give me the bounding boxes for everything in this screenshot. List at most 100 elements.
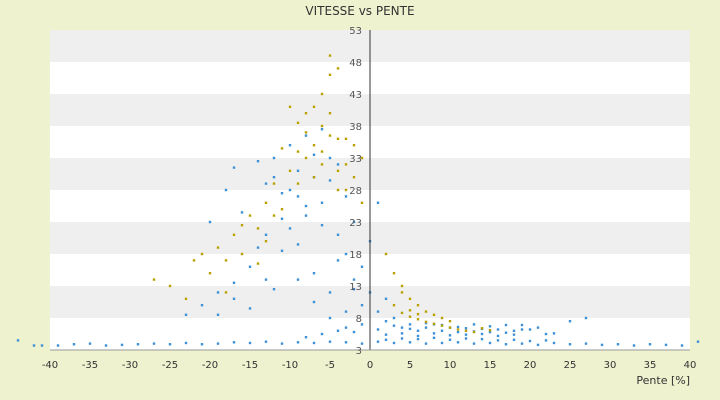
x-tick-label: -20 — [202, 360, 218, 371]
data-point — [304, 131, 308, 134]
data-point — [400, 332, 404, 335]
data-point — [272, 176, 276, 179]
data-point — [664, 343, 668, 347]
data-point — [520, 328, 524, 331]
data-point — [616, 343, 620, 346]
data-point — [272, 214, 276, 217]
data-point — [496, 334, 500, 338]
data-point — [552, 341, 556, 345]
data-point — [256, 160, 260, 163]
y-tick-label: 18 — [349, 250, 362, 261]
data-point — [16, 339, 20, 342]
data-point — [248, 307, 252, 310]
data-point — [456, 325, 460, 329]
data-point — [272, 288, 276, 291]
data-point — [224, 259, 228, 262]
data-point — [544, 332, 548, 336]
data-point — [280, 342, 284, 345]
data-point — [296, 169, 300, 172]
data-point — [512, 333, 516, 336]
data-point — [256, 246, 260, 249]
data-point — [416, 337, 420, 341]
data-point — [432, 313, 436, 316]
data-point — [224, 291, 228, 294]
data-point — [504, 331, 508, 334]
data-point — [600, 343, 604, 347]
data-point — [320, 201, 324, 204]
data-point — [376, 328, 380, 331]
data-point — [328, 73, 332, 76]
data-point — [360, 201, 364, 204]
x-tick-label: 0 — [367, 360, 373, 371]
data-point — [240, 224, 244, 227]
data-point — [136, 343, 140, 346]
data-point — [584, 316, 588, 320]
data-point — [264, 201, 268, 204]
data-point — [464, 333, 468, 336]
data-point — [648, 343, 652, 346]
data-point — [352, 176, 356, 179]
data-point — [264, 233, 268, 236]
x-tick-label: -30 — [122, 360, 138, 371]
data-point — [296, 150, 300, 153]
data-point — [296, 195, 300, 198]
data-point — [288, 105, 292, 108]
data-point — [360, 265, 364, 268]
data-point — [336, 188, 340, 192]
data-point — [120, 343, 124, 347]
data-point — [416, 318, 420, 321]
data-point — [280, 147, 284, 150]
x-tick-label: 40 — [684, 360, 697, 371]
data-point — [456, 330, 460, 334]
data-point — [392, 316, 396, 320]
data-point — [280, 208, 284, 211]
data-point — [184, 297, 188, 300]
data-point — [272, 182, 276, 185]
data-point — [328, 179, 332, 182]
data-point — [408, 341, 412, 344]
data-point — [312, 144, 316, 147]
data-point — [416, 329, 420, 332]
data-point — [296, 243, 300, 246]
data-point — [328, 112, 332, 115]
data-point — [448, 338, 452, 341]
x-tick-label: -25 — [162, 360, 178, 371]
data-point — [184, 341, 188, 345]
data-point — [40, 344, 44, 347]
data-point — [208, 272, 212, 275]
data-point — [496, 339, 500, 342]
data-point — [472, 342, 476, 345]
data-point — [72, 343, 76, 346]
data-point — [296, 121, 300, 124]
data-point — [464, 327, 468, 330]
data-point — [472, 323, 476, 326]
data-point — [400, 337, 404, 340]
data-point — [304, 156, 308, 160]
data-point — [384, 252, 388, 256]
data-point — [336, 163, 340, 166]
data-point — [384, 338, 388, 341]
data-point — [304, 204, 308, 208]
data-point — [480, 337, 484, 341]
series-group — [16, 128, 700, 347]
data-point — [320, 163, 324, 166]
data-point — [288, 144, 292, 147]
data-point — [200, 304, 204, 307]
data-point — [200, 343, 204, 346]
data-point — [464, 329, 468, 332]
data-point — [440, 316, 444, 320]
data-point — [192, 259, 196, 262]
data-point — [352, 330, 356, 334]
data-point — [416, 334, 420, 338]
data-point — [424, 321, 428, 325]
data-point — [320, 128, 324, 131]
data-point — [408, 315, 412, 318]
data-point — [400, 291, 404, 294]
data-point — [496, 328, 500, 331]
data-point — [448, 320, 452, 323]
data-point — [32, 344, 36, 347]
data-point — [248, 214, 252, 217]
data-point — [320, 224, 324, 227]
data-point — [448, 326, 452, 329]
